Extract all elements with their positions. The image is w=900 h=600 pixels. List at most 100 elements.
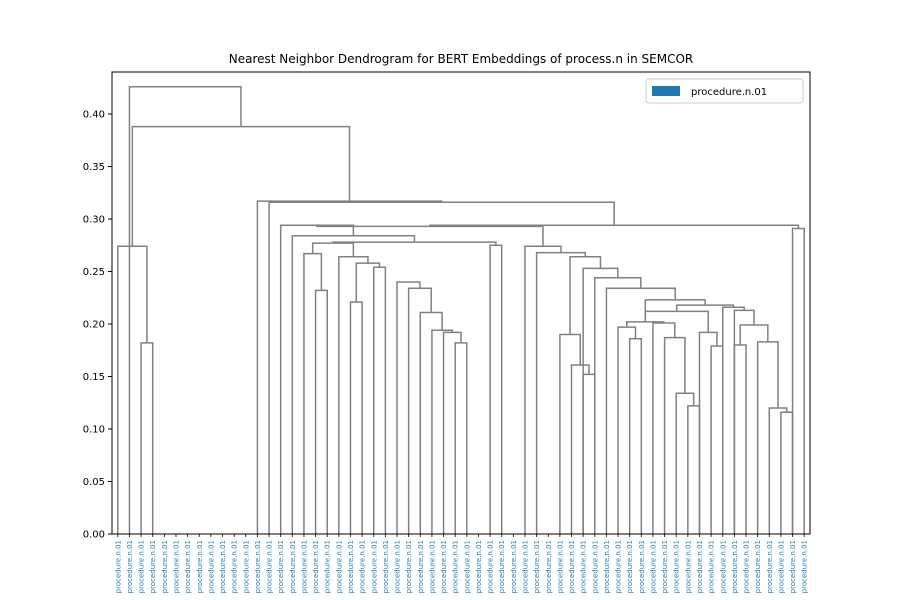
dendrogram-link [733,309,755,534]
leaf-label: procedure.n.01 [638,540,646,593]
leaf-label: procedure.n.01 [777,540,785,593]
leaf-label: procedure.n.01 [463,540,471,593]
leaf-label: procedure.n.01 [266,540,274,593]
leaf-label: procedure.n.01 [743,540,751,593]
dendrogram-link [140,342,154,534]
legend-box [645,78,804,104]
leaf-label: procedure.n.01 [487,540,495,593]
dendrogram-link [373,266,387,534]
leaf-label: procedure.n.01 [708,540,716,593]
leaf-label: procedure.n.01 [172,540,180,593]
leaf-label: procedure.n.01 [370,540,378,593]
leaf-label: procedure.n.01 [673,540,681,593]
leaf-label: procedure.n.01 [626,540,634,593]
legend-label: procedure.n.01 [691,87,767,98]
leaf-label: procedure.n.01 [382,540,390,593]
leaf-label: procedure.n.01 [324,540,332,593]
leaf-label: procedure.n.01 [417,540,425,593]
leaf-label: procedure.n.01 [615,540,623,593]
leaf-label: procedure.n.01 [661,540,669,593]
leaf-label: procedure.n.01 [254,540,262,593]
axes-frame [111,71,811,535]
leaf-label: procedure.n.01 [149,540,157,593]
dendrogram-link [454,342,468,534]
dendrogram-link [570,364,590,534]
leaf-label: procedure.n.01 [556,540,564,593]
leaf-label: procedure.n.01 [161,540,169,593]
leaf-label: procedure.n.01 [347,540,355,593]
leaf-label: procedure.n.01 [219,540,227,593]
leaf-label: procedure.n.01 [684,540,692,593]
leaf-label: procedure.n.01 [289,540,297,593]
chart-title: Nearest Neighbor Dendrogram for BERT Emb… [229,52,694,66]
y-tick-label: 0.30 [83,215,105,226]
legend: procedure.n.01 [645,78,804,104]
dendrogram-link [676,304,735,312]
leaf-label: procedure.n.01 [114,540,122,593]
dendrogram-link [582,373,596,534]
leaf-label: procedure.n.01 [766,540,774,593]
leaf-label: procedure.n.01 [196,540,204,593]
dendrogram-link [131,125,351,247]
dendrogram-link [291,235,416,534]
leaf-label: procedure.n.01 [207,540,215,593]
y-axis: 0.00 0.05 0.10 0.15 0.20 0.25 0.30 0.35 0.40 [83,110,112,541]
leaf-label: procedure.n.01 [184,540,192,593]
leaf-label: procedure.n.01 [300,540,308,593]
dendrogram-link [256,200,443,534]
leaf-label: procedure.n.01 [452,540,460,593]
dendrogram-link [431,329,454,534]
leaf-label: procedure.n.01 [510,540,518,593]
dendrogram-link [314,289,328,534]
dendrogram-link [710,345,724,534]
dendrogram-link [675,392,695,534]
leaf-label: procedure.n.01 [312,540,320,593]
leaf-label: procedure.n.01 [242,540,250,593]
leaf-label: procedure.n.01 [394,540,402,593]
leaf-label: procedure.n.01 [138,540,146,593]
y-tick-label: 0.15 [83,372,105,383]
dendrogram-link [663,336,686,534]
dendrogram-link [582,267,619,534]
dendrogram-link [311,242,355,257]
dendrogram-link [535,251,587,534]
leaf-label: procedure.n.01 [533,540,541,593]
dendrogram-link [722,306,745,534]
leaf-label: procedure.n.01 [440,540,448,593]
leaf-label: procedure.n.01 [126,540,134,593]
leaf-label: procedure.n.01 [731,540,739,593]
leaf-label: procedure.n.01 [719,540,727,593]
dendrogram-link [617,326,637,534]
leaf-label: procedure.n.01 [649,540,657,593]
leaf-label: procedure.n.01 [231,540,239,593]
leaf-label: procedure.n.01 [789,540,797,593]
dendrogram-link [733,344,747,534]
y-tick-label: 0.40 [83,110,105,121]
x-axis-leaf-labels: procedure.n.01 procedure.n.01 procedure.n.… [114,534,809,593]
dendrogram-link [489,244,503,534]
dendrogram-link [332,241,497,246]
dendrogram-link [355,262,381,302]
y-tick-label: 0.05 [83,477,105,488]
leaf-label: procedure.n.01 [335,540,343,593]
leaf-label: procedure.n.01 [801,540,809,593]
dendrogram-link [768,407,788,534]
dendrogram-link [128,85,242,534]
y-tick-label: 0.00 [83,530,105,541]
dendrogram-link [442,331,462,534]
leaf-label: procedure.n.01 [591,540,599,593]
leaf-label: procedure.n.01 [475,540,483,593]
leaf-label: procedure.n.01 [754,540,762,593]
leaf-label: procedure.n.01 [580,540,588,593]
leaf-label: procedure.n.01 [277,540,285,593]
y-tick-label: 0.25 [83,267,105,278]
dendrogram-link [698,331,718,534]
leaf-label: procedure.n.01 [521,540,529,593]
dendrogram-link [396,281,421,534]
dendrogram-link [338,256,369,534]
leaf-label: procedure.n.01 [428,540,436,593]
dendrogram-link [349,301,363,534]
leaf-label: procedure.n.01 [498,540,506,593]
dendrogram-link [524,245,562,534]
